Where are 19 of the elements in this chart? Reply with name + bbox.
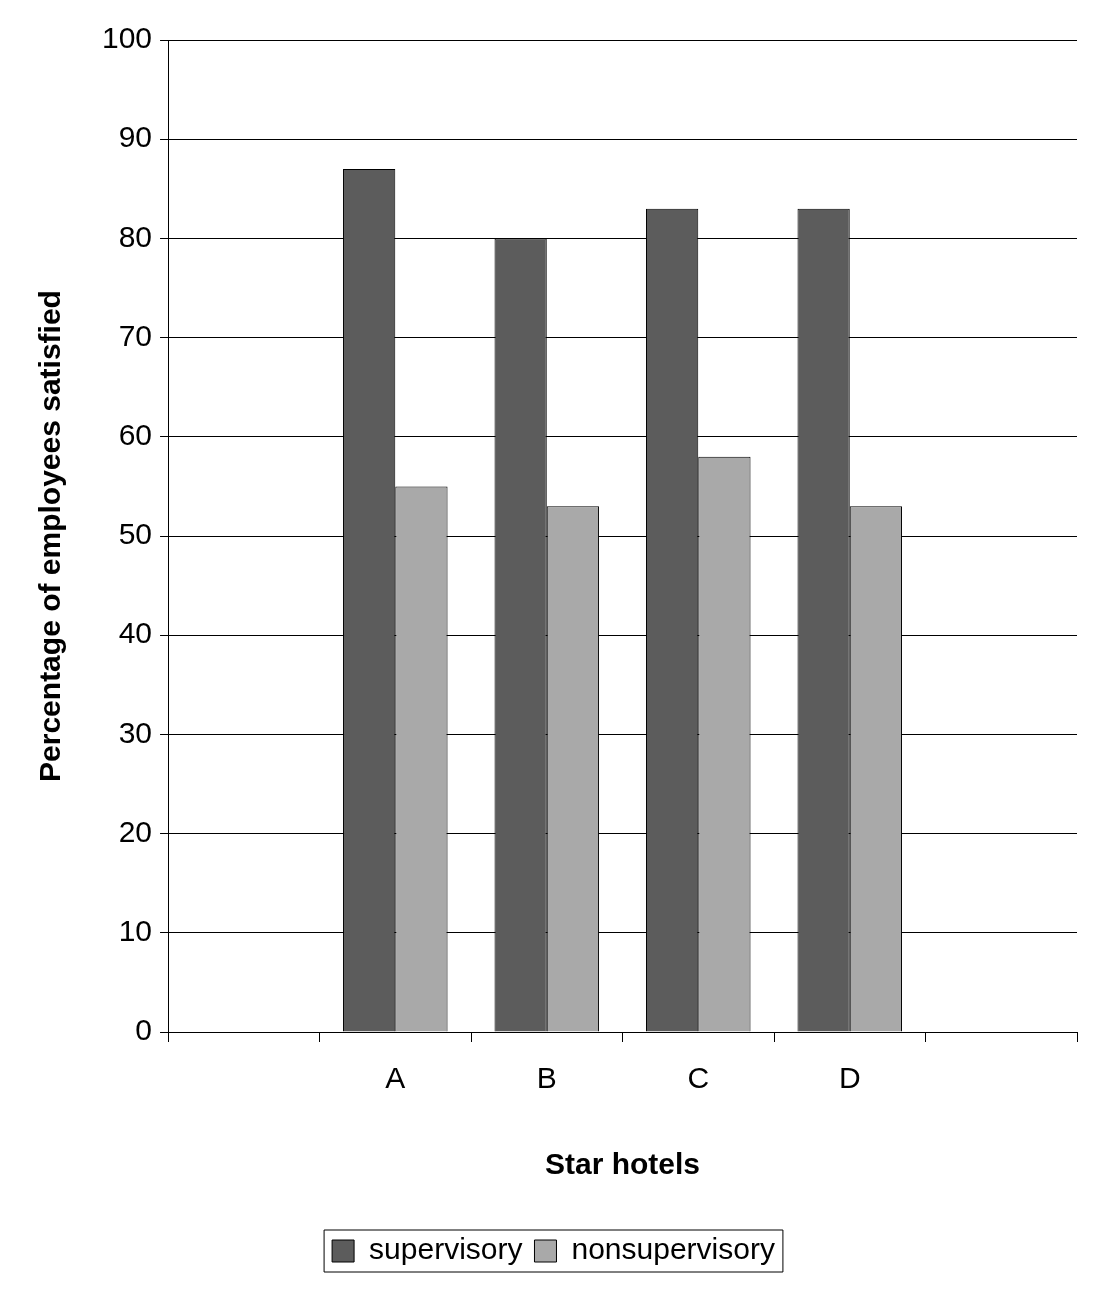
legend-label: supervisory xyxy=(369,1232,523,1266)
y-tick-label: 40 xyxy=(118,616,153,650)
y-tick-label: 0 xyxy=(135,1013,153,1047)
y-tick-label: 10 xyxy=(118,914,153,948)
y-tick-label: 80 xyxy=(118,219,153,253)
y-tick-label: 90 xyxy=(118,120,153,154)
x-axis-title: Star hotels xyxy=(545,1147,701,1181)
x-tick-label: A xyxy=(385,1061,406,1095)
y-tick-label: 100 xyxy=(101,21,153,55)
y-tick-label: 50 xyxy=(118,517,153,551)
y-tick-label: 60 xyxy=(118,418,153,452)
x-tick-label: D xyxy=(838,1061,861,1095)
x-tick-label: B xyxy=(536,1061,557,1095)
y-tick-label: 30 xyxy=(118,715,153,749)
y-axis-title: Percentage of employees satisfied xyxy=(33,290,67,782)
legend-label: nonsupervisory xyxy=(571,1232,775,1266)
x-tick-label: C xyxy=(687,1061,710,1095)
y-tick-label: 70 xyxy=(118,318,153,352)
y-tick-label: 20 xyxy=(118,814,153,848)
